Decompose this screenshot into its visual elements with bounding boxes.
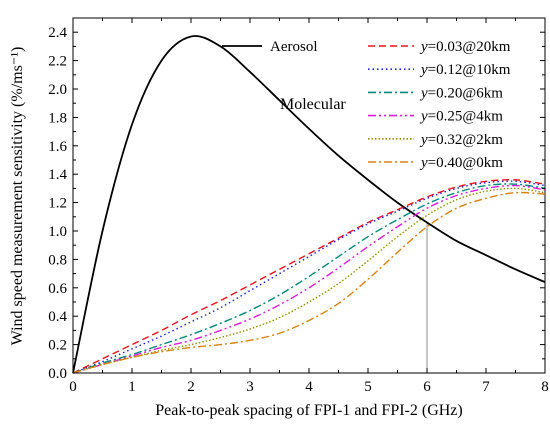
x-tick-label: 4 — [305, 379, 313, 395]
legend-label-6: y=0.40@0km — [419, 155, 503, 171]
legend-label-5: y=0.32@2km — [419, 132, 503, 148]
legend-label-rest: =0.25@4km — [428, 109, 504, 125]
legend-label-2: y=0.12@10km — [419, 62, 511, 78]
series-line-3 — [72, 183, 546, 374]
y-tick-label: 2.4 — [48, 25, 67, 41]
y-tick-label: 0.2 — [48, 338, 67, 354]
legend-label-1: y=0.03@20km — [419, 39, 511, 55]
legend-label-rest: =0.03@20km — [428, 39, 511, 55]
legend: Aerosol y=0.03@20kmy=0.12@10kmy=0.20@6kmy… — [222, 39, 511, 171]
series-line-5 — [72, 187, 546, 374]
legend-label-italic: y — [419, 132, 428, 148]
legend-label-rest: =0.12@10km — [428, 62, 511, 78]
x-tick-label: 7 — [482, 379, 490, 395]
series-line-4 — [72, 184, 546, 374]
legend-label-3: y=0.20@6km — [419, 85, 503, 101]
series-layer — [72, 35, 546, 374]
legend-label-rest: =0.20@6km — [428, 85, 504, 101]
y-axis-ticks: 0.0 0.2 0.4 0.6 0.8 1.0 1.2 1.4 1.6 1.8 2.0 2.2 2.4 — [48, 17, 545, 382]
series-line-1 — [72, 179, 546, 374]
y-axis-label: Wind speed measurement sensitivity (%/ms… — [9, 47, 26, 346]
y-tick-label: 1.8 — [48, 110, 67, 126]
x-tick-label: 2 — [187, 379, 195, 395]
y-tick-label: 1.0 — [48, 224, 67, 240]
y-tick-label: 2.2 — [48, 54, 67, 70]
series-line-0 — [72, 35, 546, 374]
x-axis-label: Peak-to-peak spacing of FPI-1 and FPI-2 … — [155, 402, 462, 419]
x-tick-label: 5 — [364, 379, 372, 395]
y-tick-label: 0.6 — [48, 281, 67, 297]
x-tick-label: 0 — [69, 379, 77, 395]
legend-label-rest: =0.32@2km — [428, 132, 504, 148]
x-tick-label: 3 — [246, 379, 254, 395]
y-tick-label: 1.4 — [48, 167, 67, 183]
x-tick-label: 6 — [423, 379, 431, 395]
legend-label-italic: y — [419, 62, 428, 78]
y-tick-label: 1.2 — [48, 196, 67, 212]
legend-label-italic: y — [419, 109, 428, 125]
legend-label-4: y=0.25@4km — [419, 109, 503, 125]
x-tick-label: 8 — [541, 379, 549, 395]
annotation-molecular: Molecular — [280, 96, 346, 113]
y-tick-label: 0.4 — [48, 309, 67, 325]
y-tick-label: 1.6 — [48, 139, 67, 155]
x-tick-label: 1 — [128, 379, 136, 395]
legend-label-italic: y — [419, 39, 428, 55]
legend-label-aerosol: Aerosol — [270, 39, 318, 55]
y-tick-label: 0.8 — [48, 252, 67, 268]
legend-label-italic: y — [419, 155, 428, 171]
x-axis-ticks: 0 1 2 3 4 5 6 7 8 — [69, 18, 549, 395]
series-line-6 — [72, 191, 546, 374]
legend-label-italic: y — [419, 85, 428, 101]
y-tick-label: 0.0 — [48, 366, 67, 382]
y-tick-label: 2.0 — [48, 82, 67, 98]
legend-label-rest: =0.40@0km — [428, 155, 504, 171]
series-line-2 — [72, 180, 546, 374]
